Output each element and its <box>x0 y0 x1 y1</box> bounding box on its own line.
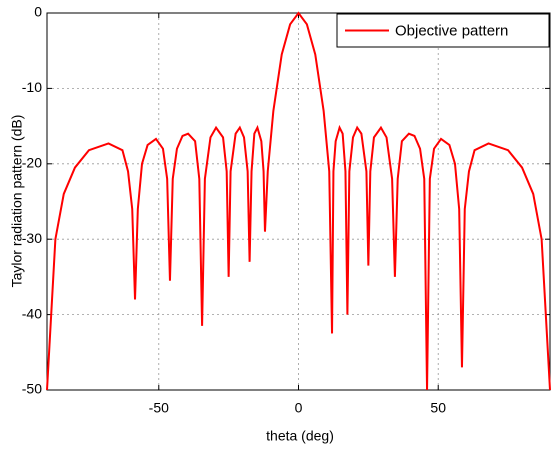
y-tick-label: -20 <box>22 155 42 171</box>
y-tick-label: -40 <box>22 305 42 321</box>
y-tick-label: -10 <box>22 79 42 95</box>
y-tick-label: -50 <box>22 381 42 397</box>
y-tick-label: -30 <box>22 230 42 246</box>
x-tick-label: 50 <box>430 400 446 416</box>
x-tick-label: 0 <box>295 400 303 416</box>
x-axis-label: theta (deg) <box>266 428 334 444</box>
y-axis-label: Taylor radiation pattern (dB) <box>9 115 25 288</box>
x-tick-label: -50 <box>149 400 169 416</box>
legend-label: Objective pattern <box>395 22 508 39</box>
y-tick-label: 0 <box>34 4 42 20</box>
data-line <box>46 11 551 391</box>
